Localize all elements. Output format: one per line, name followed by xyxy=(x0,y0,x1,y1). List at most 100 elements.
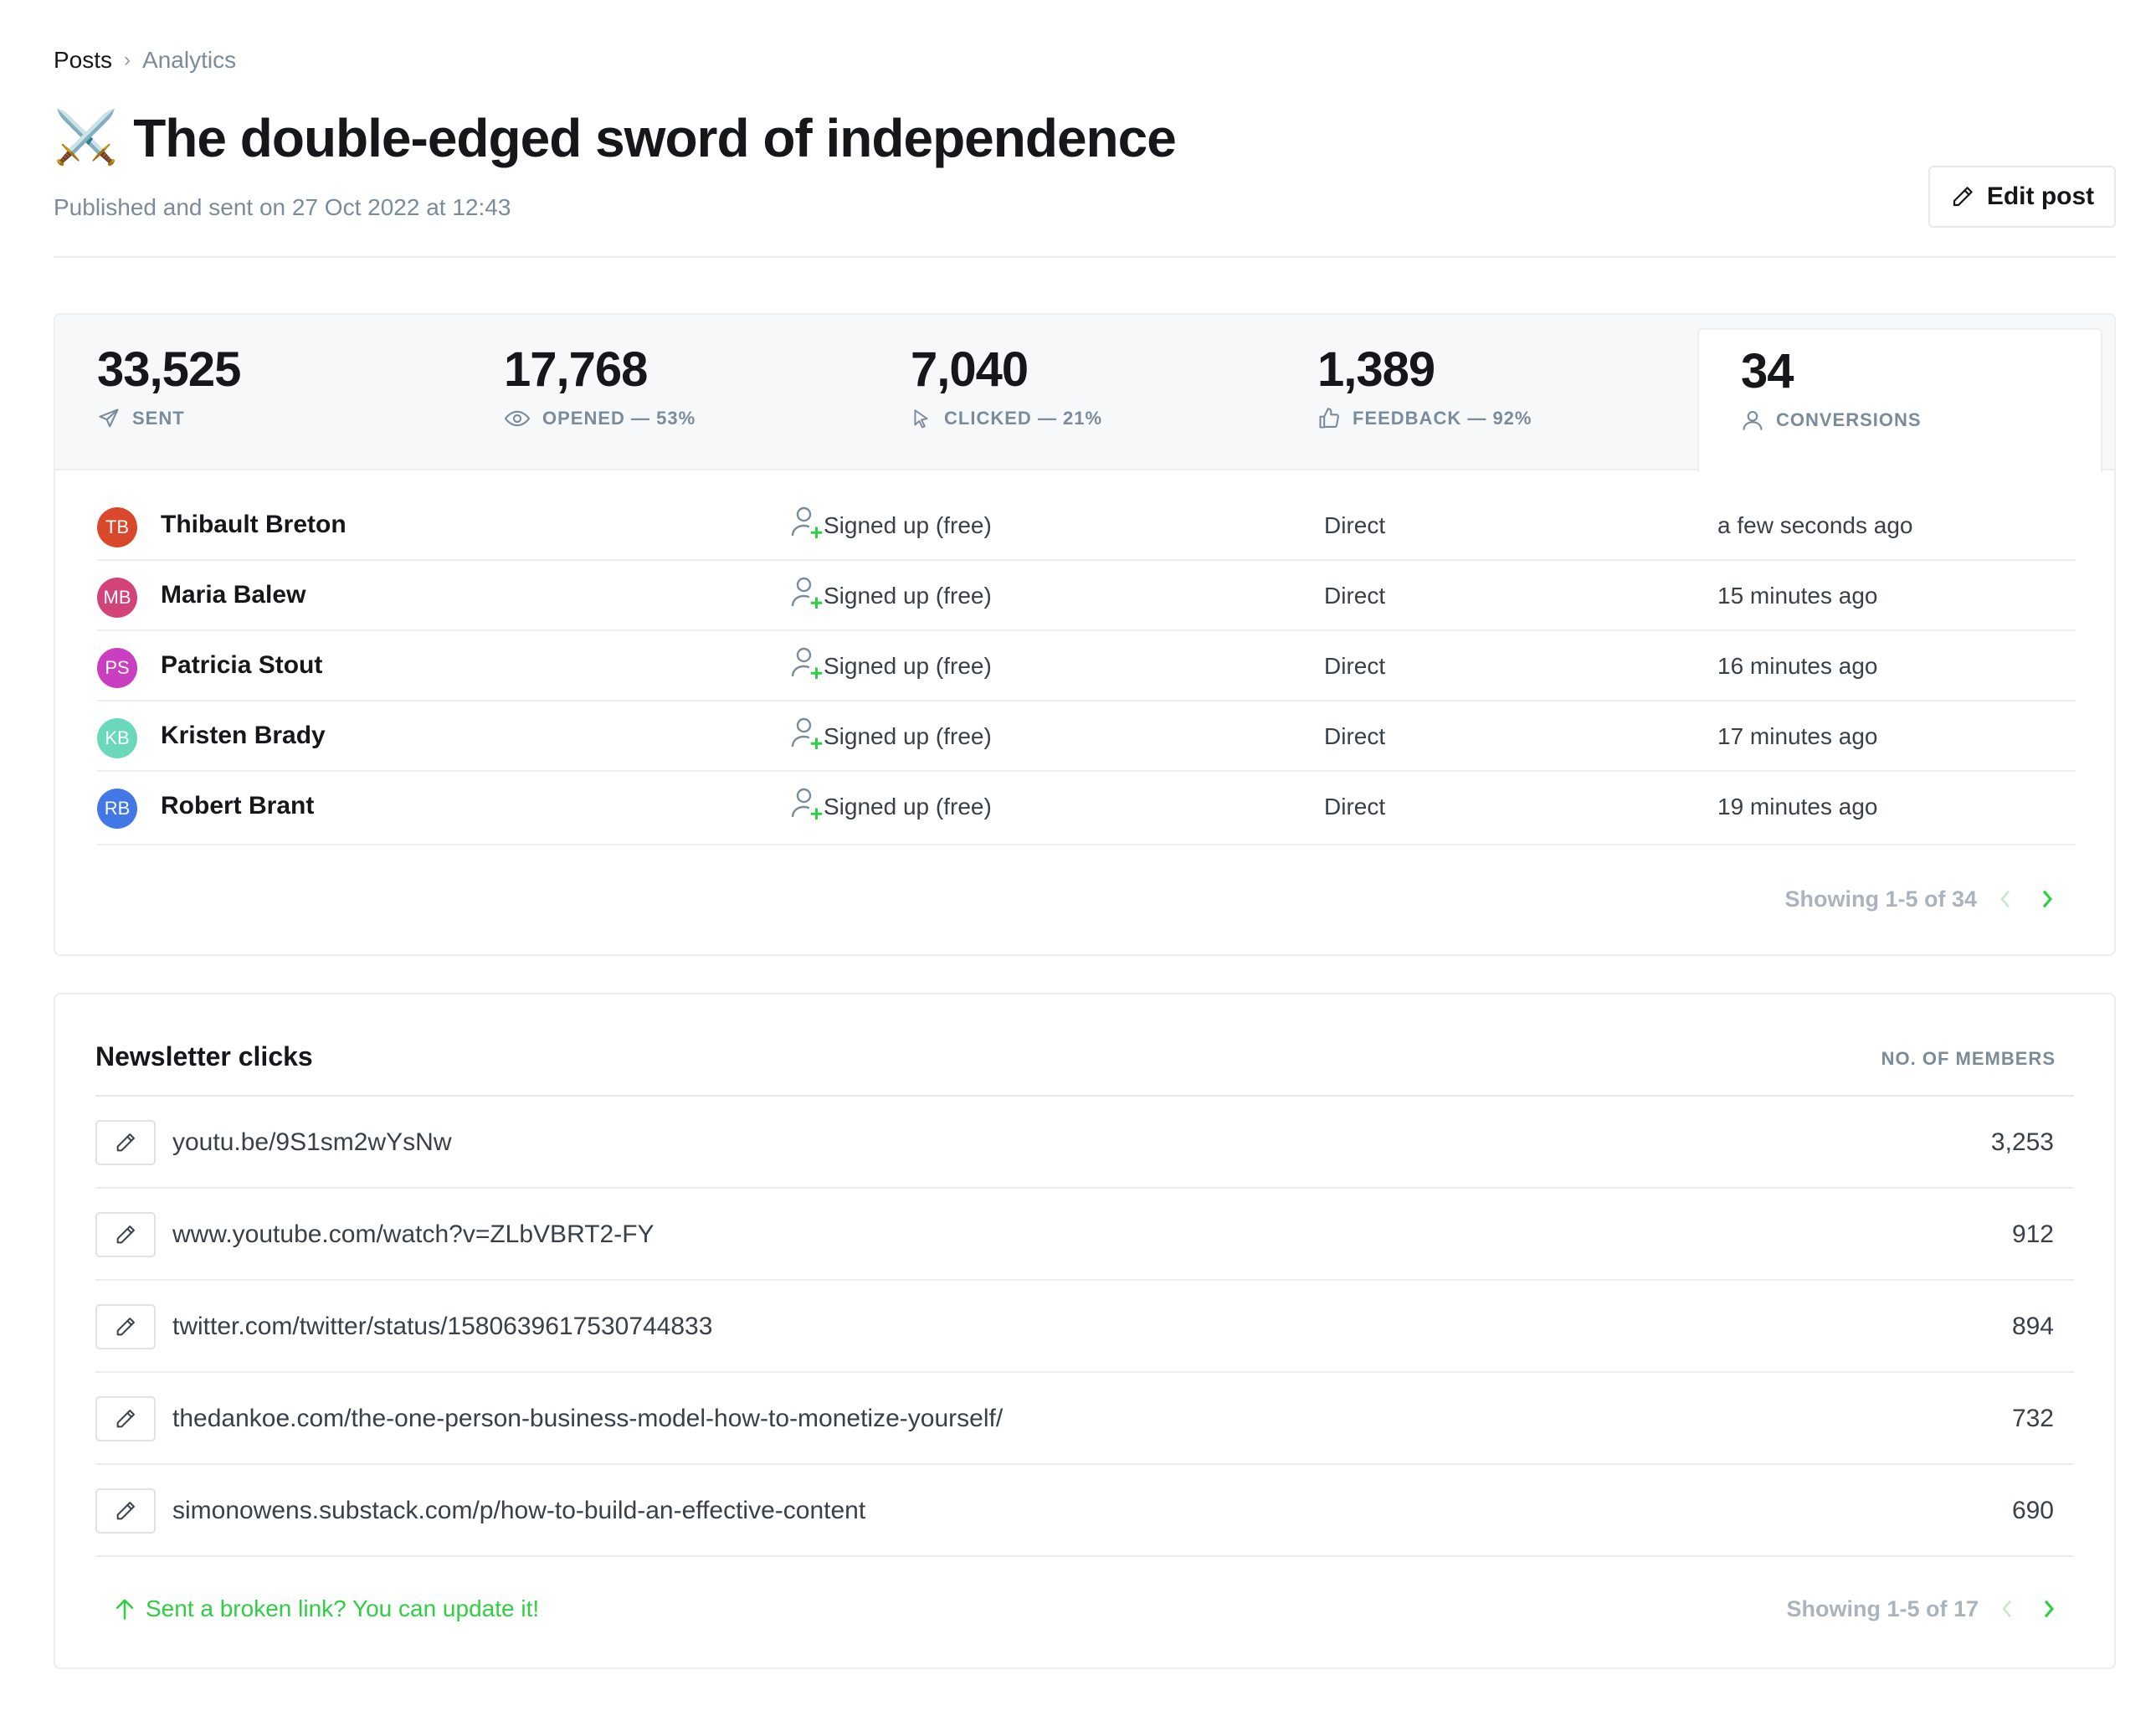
stat-feedback-label-row: FEEDBACK — 92% xyxy=(1317,407,1532,430)
previous-page-button[interactable] xyxy=(1994,1595,2020,1622)
send-icon xyxy=(99,408,119,428)
stat-clicked-tab[interactable]: 7,040 CLICKED — 21% xyxy=(869,315,1277,470)
breadcrumb-current: Analytics xyxy=(142,47,237,73)
breadcrumb-posts-link[interactable]: Posts xyxy=(54,47,113,73)
pencil-icon xyxy=(116,1225,135,1244)
analytics-card: 33,525 SENT 17,768 OPENED — 53% 7,040 CL… xyxy=(54,313,2116,956)
user-plus-icon xyxy=(791,717,823,749)
avatar: KB xyxy=(97,718,137,758)
stat-sent-tab[interactable]: 33,525 SENT xyxy=(55,315,464,470)
conversion-time: a few seconds ago xyxy=(1717,512,1913,538)
conversion-time: 16 minutes ago xyxy=(1717,653,1878,679)
title-row: ⚔️ The double-edged sword of independenc… xyxy=(54,107,1177,169)
conversion-type: Signed up (free) xyxy=(824,583,992,609)
members-column-header: NO. OF MEMBERS xyxy=(1881,1048,2056,1069)
conversion-time: 19 minutes ago xyxy=(1717,794,1878,820)
pencil-icon xyxy=(1953,187,1973,207)
conversion-source: Direct xyxy=(1324,512,1386,538)
newsletter-clicks-title: Newsletter clicks xyxy=(95,1041,313,1071)
conversion-type: Signed up (free) xyxy=(824,653,992,679)
conversion-row[interactable]: RB Robert Brant Signed up (free) Direct … xyxy=(97,772,2076,845)
link-url[interactable]: simonowens.substack.com/p/how-to-build-a… xyxy=(172,1497,866,1524)
avatar: TB xyxy=(97,507,137,547)
edit-link-button[interactable] xyxy=(95,1396,156,1441)
conversion-row[interactable]: MB Maria Balew Signed up (free) Direct 1… xyxy=(97,561,2076,631)
user-plus-icon xyxy=(791,788,823,820)
conversion-source: Direct xyxy=(1324,583,1386,609)
edit-link-button[interactable] xyxy=(95,1120,156,1165)
next-page-button[interactable] xyxy=(2034,886,2061,912)
avatar: PS xyxy=(97,648,137,688)
user-plus-icon xyxy=(791,506,823,538)
link-member-count: 3,253 xyxy=(1990,1128,2054,1156)
stat-feedback-tab[interactable]: 1,389 FEEDBACK — 92% xyxy=(1276,315,1684,470)
stat-clicked-value: 7,040 xyxy=(911,342,1029,397)
link-url[interactable]: thedankoe.com/the-one-person-business-mo… xyxy=(172,1405,1004,1432)
breadcrumb-separator: › xyxy=(124,49,131,71)
edit-link-button[interactable] xyxy=(95,1488,156,1534)
stat-opened-value: 17,768 xyxy=(504,342,648,397)
conversion-row[interactable]: TB Thibault Breton Signed up (free) Dire… xyxy=(97,491,2076,561)
clicks-pagination: Showing 1-5 of 17 xyxy=(1786,1595,2062,1622)
edit-link-button[interactable] xyxy=(95,1212,156,1257)
conversion-row[interactable]: PS Patricia Stout Signed up (free) Direc… xyxy=(97,631,2076,701)
link-row: twitter.com/twitter/status/1580639617530… xyxy=(95,1281,2074,1373)
user-icon xyxy=(1743,411,1763,430)
stat-conversions-tab[interactable]: 34 CONVERSIONS xyxy=(1697,328,2102,472)
member-name[interactable]: Thibault Breton xyxy=(161,511,346,538)
pencil-icon xyxy=(116,1133,135,1152)
eye-icon xyxy=(504,410,531,427)
conversion-source: Direct xyxy=(1324,794,1386,820)
stat-feedback-label: FEEDBACK — 92% xyxy=(1353,408,1532,429)
link-row: youtu.be/9S1sm2wYsNw 3,253 xyxy=(95,1097,2074,1189)
header-divider xyxy=(54,256,2116,258)
pencil-icon xyxy=(116,1410,135,1428)
conversion-type: Signed up (free) xyxy=(824,794,992,820)
stat-opened-label: OPENED — 53% xyxy=(542,408,696,429)
link-row: simonowens.substack.com/p/how-to-build-a… xyxy=(95,1465,2074,1557)
stat-sent-label: SENT xyxy=(132,408,185,429)
stat-conversions-label-row: CONVERSIONS xyxy=(1741,408,1922,432)
link-member-count: 690 xyxy=(2011,1497,2054,1524)
chevron-left-icon xyxy=(2002,1600,2012,1618)
newsletter-clicks-card: Newsletter clicks NO. OF MEMBERS youtu.b… xyxy=(54,993,2116,1669)
member-name[interactable]: Robert Brant xyxy=(161,792,315,820)
publish-info: Published and sent on 27 Oct 2022 at 12:… xyxy=(54,194,511,220)
conversion-source: Direct xyxy=(1324,653,1386,679)
cursor-icon xyxy=(914,409,928,429)
clicks-header-divider xyxy=(95,1095,2074,1097)
member-name[interactable]: Kristen Brady xyxy=(161,722,326,749)
previous-page-button[interactable] xyxy=(1992,886,2019,912)
conversion-type: Signed up (free) xyxy=(824,512,992,538)
stat-conversions-label: CONVERSIONS xyxy=(1776,409,1922,430)
stat-sent-label-row: SENT xyxy=(97,407,185,430)
stats-tabs: 33,525 SENT 17,768 OPENED — 53% 7,040 CL… xyxy=(55,315,2114,472)
conversions-pagination-text: Showing 1-5 of 34 xyxy=(1784,886,1977,912)
link-url[interactable]: youtu.be/9S1sm2wYsNw xyxy=(172,1128,452,1156)
edit-link-button[interactable] xyxy=(95,1304,156,1349)
conversion-source: Direct xyxy=(1324,723,1386,749)
member-name[interactable]: Patricia Stout xyxy=(161,651,323,679)
link-member-count: 912 xyxy=(2011,1220,2054,1248)
conversion-type: Signed up (free) xyxy=(824,723,992,749)
edit-post-button[interactable]: Edit post xyxy=(1928,166,2116,228)
user-plus-icon xyxy=(791,647,823,679)
update-broken-link[interactable]: Sent a broken link? You can update it! xyxy=(114,1595,539,1622)
user-plus-icon xyxy=(791,577,823,609)
stat-sent-value: 33,525 xyxy=(97,342,241,397)
link-row: thedankoe.com/the-one-person-business-mo… xyxy=(95,1373,2074,1465)
link-url[interactable]: www.youtube.com/watch?v=ZLbVBRT2-FY xyxy=(172,1220,654,1248)
conversion-time: 15 minutes ago xyxy=(1717,583,1878,609)
conversion-time: 17 minutes ago xyxy=(1717,723,1878,749)
link-member-count: 732 xyxy=(2011,1405,2054,1432)
next-page-button[interactable] xyxy=(2035,1595,2062,1622)
chevron-left-icon xyxy=(2000,890,2010,908)
link-row: www.youtube.com/watch?v=ZLbVBRT2-FY 912 xyxy=(95,1189,2074,1281)
member-name[interactable]: Maria Balew xyxy=(161,581,306,609)
conversion-row[interactable]: KB Kristen Brady Signed up (free) Direct… xyxy=(97,701,2076,772)
stat-conversions-value: 34 xyxy=(1741,344,1794,398)
stat-opened-tab[interactable]: 17,768 OPENED — 53% xyxy=(462,315,870,470)
link-member-count: 894 xyxy=(2011,1313,2054,1340)
link-url[interactable]: twitter.com/twitter/status/1580639617530… xyxy=(172,1313,713,1340)
